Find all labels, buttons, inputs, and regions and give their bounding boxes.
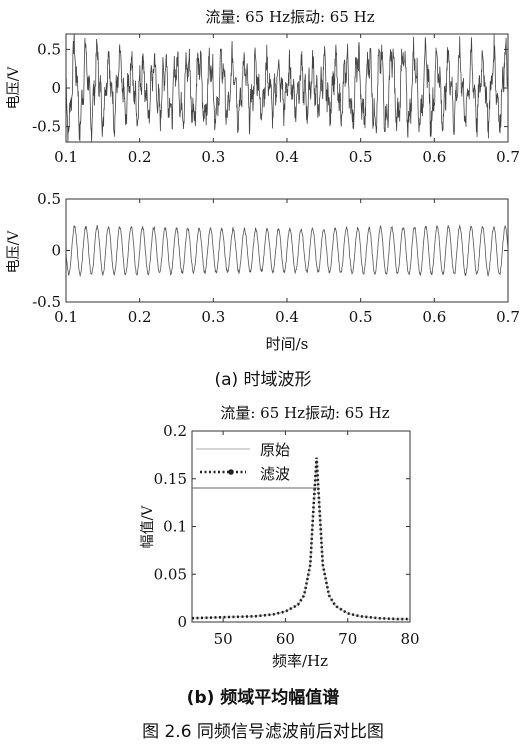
x-tick-label: 0.5 [349, 308, 373, 326]
legend-marker-filtered [228, 469, 234, 475]
spectrum-ylabel: 幅值/V [140, 505, 156, 549]
y-tick-label: 0 [177, 613, 187, 631]
x-tick-label: 0.7 [496, 308, 520, 326]
x-tick-label: 0.4 [275, 308, 299, 326]
x-tick-label: 0.6 [422, 148, 446, 166]
x-tick-label: 0.1 [54, 148, 78, 166]
x-tick-label: 60 [276, 630, 295, 648]
filtered-signal-line [66, 224, 508, 278]
spectrum-plot-title: 流量: 65 Hz振动: 65 Hz [220, 404, 389, 422]
legend-label-filtered: 滤波 [260, 465, 290, 483]
y-tick-label: 0 [51, 79, 61, 97]
x-tick-label: 0.2 [128, 308, 152, 326]
x-tick-label: 70 [338, 630, 357, 648]
spectrum-series-filtered [192, 457, 410, 621]
filtered-plot-ticks: 0.1 0.2 0.3 0.4 0.5 0.6 0.7 0.5 0 -0.5 [32, 190, 520, 326]
y-tick-label: 0.5 [37, 190, 61, 208]
y-tick-label: 0.05 [154, 565, 187, 583]
caption-b: (b) 频域平均幅值谱 [186, 688, 340, 708]
y-tick-label: 0.2 [163, 422, 187, 440]
spectrum-legend: 原始 滤波 [192, 441, 318, 489]
y-tick-label: 0 [51, 242, 61, 260]
x-tick-label: 0.2 [128, 148, 152, 166]
y-tick-label: 0.15 [154, 470, 187, 488]
spectrum-series-raw [192, 459, 410, 620]
x-tick-label: 0.1 [54, 308, 78, 326]
y-tick-label: 0.1 [163, 518, 187, 536]
filtered-plot-xlabel: 时间/s [266, 335, 309, 353]
spectrum-plot-frame [191, 430, 411, 623]
raw-plot-ylabel: 电压/V [6, 66, 22, 110]
spectrum-plot: 流量: 65 Hz振动: 65 Hz 50 60 70 80 0.2 0.15 0.1 0.0… [140, 404, 420, 670]
time-plot-filtered: 0.1 0.2 0.3 0.4 0.5 0.6 0.7 0.5 0 -0.5 电压/V 时间/s [6, 190, 520, 353]
raw-plot-frame [65, 33, 509, 143]
filtered-plot-ylabel: 电压/V [6, 230, 22, 274]
x-tick-label: 0.5 [349, 148, 373, 166]
x-tick-label: 0.6 [422, 308, 446, 326]
figure-caption: 图 2.6 同频信号滤波前后对比图 [142, 722, 384, 742]
raw-signal-line [66, 34, 508, 142]
x-tick-label: 50 [214, 630, 233, 648]
x-tick-label: 0.7 [496, 148, 520, 166]
y-tick-label: 0.5 [37, 40, 61, 58]
y-tick-label: -0.5 [32, 293, 61, 311]
raw-plot-title: 流量: 65 Hz振动: 65 Hz [205, 8, 374, 26]
x-tick-label: 0.4 [275, 148, 299, 166]
spectrum-plot-ticks: 50 60 70 80 0.2 0.15 0.1 0.05 0 [154, 422, 420, 648]
y-tick-label: -0.5 [32, 118, 61, 136]
time-plot-raw: 流量: 65 Hz振动: 65 Hz 0.1 0.2 0.3 0.4 0.5 0.6 0.7… [6, 8, 520, 166]
x-tick-label: 0.3 [201, 148, 225, 166]
caption-a: (a) 时域波形 [214, 370, 312, 390]
legend-label-raw: 原始 [260, 441, 290, 459]
x-tick-label: 0.3 [201, 308, 225, 326]
raw-plot-ticks: 0.1 0.2 0.3 0.4 0.5 0.6 0.7 0.5 0 -0.5 [32, 34, 520, 166]
spectrum-xlabel: 频率/Hz [272, 652, 328, 670]
x-tick-label: 80 [400, 630, 419, 648]
